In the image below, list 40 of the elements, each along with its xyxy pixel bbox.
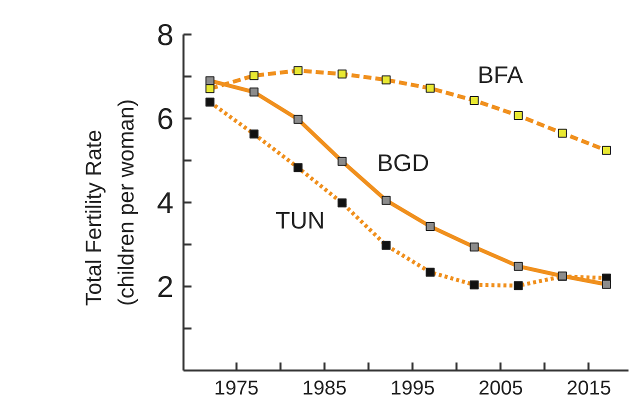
- x-tick-label: 2015: [566, 378, 612, 400]
- point: [205, 76, 214, 86]
- point: [602, 146, 611, 155]
- y-tick-label: 4: [156, 187, 174, 220]
- point: [558, 128, 567, 138]
- point: [294, 114, 303, 124]
- point: [382, 240, 391, 250]
- point: [338, 156, 347, 166]
- x-tick-label: 1995: [390, 378, 435, 400]
- point: [602, 280, 611, 289]
- x-tick-label: 1975: [214, 378, 259, 400]
- point: [470, 96, 479, 105]
- point: [426, 222, 435, 231]
- point: [249, 130, 258, 139]
- series-label: BGD: [377, 150, 430, 177]
- point: [382, 196, 391, 205]
- point: [470, 280, 479, 290]
- point: [294, 163, 303, 172]
- y-tick-label: 8: [156, 19, 174, 52]
- point: [514, 111, 523, 120]
- point: [249, 88, 258, 97]
- series-label: TUN: [275, 207, 325, 234]
- x-tick-label: 1985: [302, 378, 347, 400]
- point: [294, 66, 303, 76]
- x-tick-label: 2005: [478, 378, 523, 400]
- point: [470, 242, 479, 252]
- point: [382, 75, 391, 84]
- point: [514, 262, 523, 271]
- point: [338, 69, 347, 78]
- point: [205, 84, 214, 94]
- y-tick-label: 2: [156, 271, 174, 304]
- y-axis-title: Total Fertility Rate (children per woman): [81, 99, 138, 306]
- point: [249, 71, 258, 80]
- point: [338, 198, 347, 208]
- series-label: BFA: [478, 62, 523, 89]
- point: [426, 268, 435, 277]
- y-tick-label: 6: [156, 103, 174, 136]
- point: [426, 84, 435, 93]
- point: [514, 281, 523, 290]
- point: [205, 98, 214, 107]
